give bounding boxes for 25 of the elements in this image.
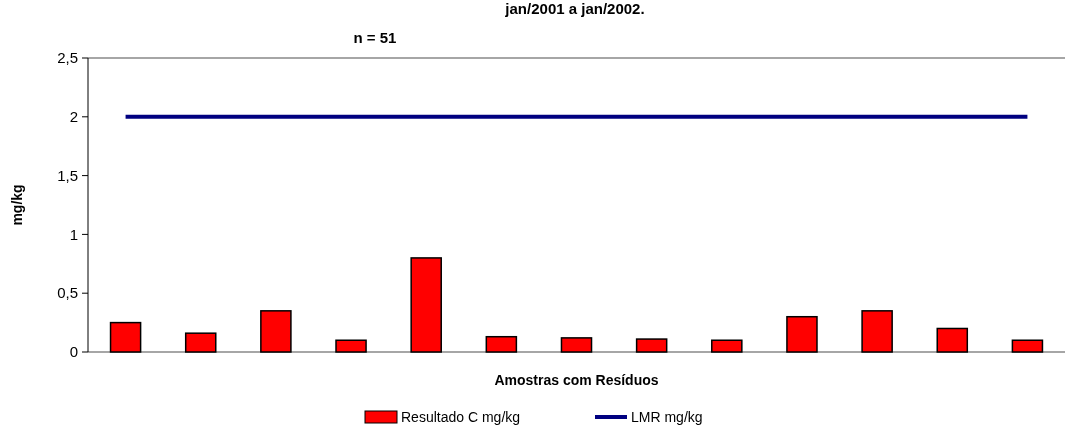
bar: [560, 337, 593, 353]
chart-subtitle: n = 51: [353, 29, 397, 46]
bar: [410, 257, 442, 353]
bar: [485, 335, 518, 353]
y-tick-label: 1,5: [57, 166, 78, 184]
y-tick-label: 2,5: [57, 49, 78, 67]
y-tick-label: 0: [69, 343, 78, 361]
bar: [861, 310, 893, 353]
legend-label: LMR mg/kg: [631, 408, 703, 425]
x-axis-title: Amostras com Resíduos: [494, 372, 659, 388]
y-tick-label: 2: [69, 108, 78, 126]
bar: [635, 338, 668, 353]
y-tick-label: 0,5: [57, 284, 78, 302]
bar: [335, 339, 367, 353]
bar: [109, 321, 142, 353]
bar: [936, 327, 969, 353]
legend-label: Resultado C mg/kg: [401, 408, 521, 425]
bar: [711, 339, 743, 353]
bar: [1011, 339, 1044, 353]
bar: [786, 315, 818, 353]
y-tick-label: 1: [69, 225, 78, 243]
y-axis-title: mg/kg: [9, 184, 25, 226]
bar: [184, 332, 217, 353]
bar: [260, 310, 292, 353]
chart-title: jan/2001 a jan/2002.: [504, 0, 645, 17]
